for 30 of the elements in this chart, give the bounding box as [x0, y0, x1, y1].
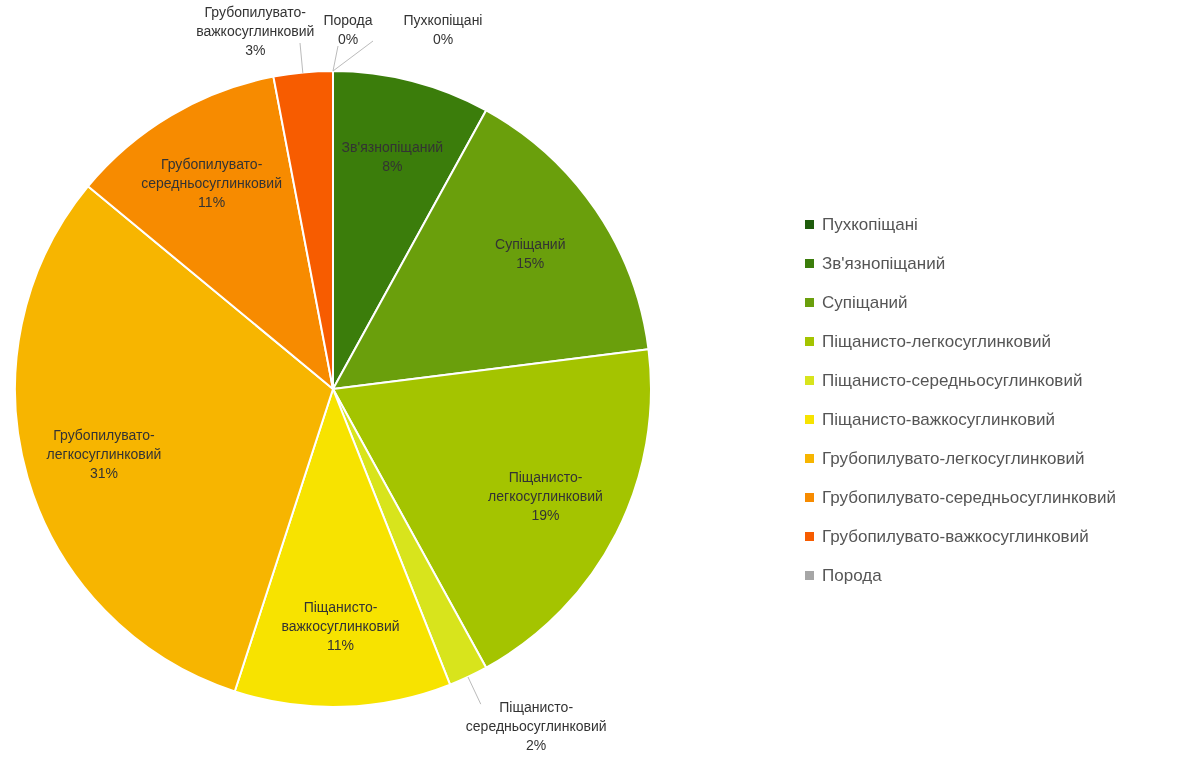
legend-label: Супіщаний — [822, 292, 908, 313]
legend-label: Грубопилувато-легкосуглинковий — [822, 448, 1085, 469]
slice-label: Піщанисто-середньосуглинковий — [465, 699, 607, 735]
legend-label: Грубопилувато-середньосуглинковий — [822, 487, 1116, 508]
slice-label: Зв'язнопіщаний — [341, 139, 444, 156]
slice-label: Грубопилувато-важкосуглинковий — [196, 4, 315, 40]
legend-label: Піщанисто-середньосуглинковий — [822, 370, 1083, 391]
slice-label: Грубопилувато-легкосуглинковий — [46, 427, 162, 463]
slice-label: Супіщаний — [495, 236, 566, 253]
category-label: Порода — [323, 12, 373, 29]
legend-label: Зв'язнопіщаний — [822, 253, 946, 274]
data-label: 11% — [327, 637, 354, 654]
slice-label: Піщанисто-легкосуглинковий — [488, 469, 603, 505]
legend-label: Пухкопіщані — [822, 214, 918, 235]
data-label: 31% — [89, 465, 118, 482]
legend-label: Порода — [822, 565, 882, 586]
legend-label: Піщанисто-легкосуглинковий — [822, 331, 1051, 352]
data-label: 19% — [531, 507, 560, 524]
data-label: 8% — [382, 158, 403, 175]
text: 0% — [432, 31, 454, 48]
text: 0% — [337, 31, 359, 48]
category-label: Пухкопіщані — [403, 12, 483, 29]
slice-label: Грубопилувато-середньосуглинковий — [141, 155, 282, 191]
legend-label: Грубопилувато-важкосуглинковий — [822, 526, 1089, 547]
slice-label: Піщанисто-важкосуглинковий — [281, 599, 400, 635]
data-label: 2% — [526, 737, 547, 754]
data-label: 15% — [516, 255, 545, 272]
data-label: 11% — [198, 193, 226, 210]
legend-label: Піщанисто-важкосуглинковий — [822, 409, 1056, 430]
data-label: 3% — [245, 42, 266, 59]
